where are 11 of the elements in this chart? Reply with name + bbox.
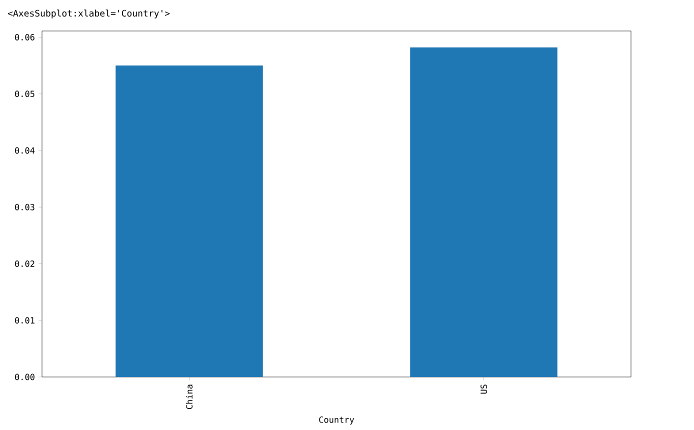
x-tick-label: China [186,384,193,410]
x-tick-label: US [480,384,487,394]
y-tick-label: 0.06 [15,34,34,40]
y-tick-label: 0.00 [15,374,34,380]
x-axis-title: Country [319,416,354,425]
y-tick-label: 0.04 [15,147,35,154]
text: <AxesSubplot:xlabel='Country'> [8,10,170,18]
y-tick-label: 0.01 [15,317,34,324]
y-tick-label: 0.05 [15,90,34,98]
y-tick-label: 0.02 [15,260,34,267]
y-tick-label: 0.03 [15,204,34,210]
